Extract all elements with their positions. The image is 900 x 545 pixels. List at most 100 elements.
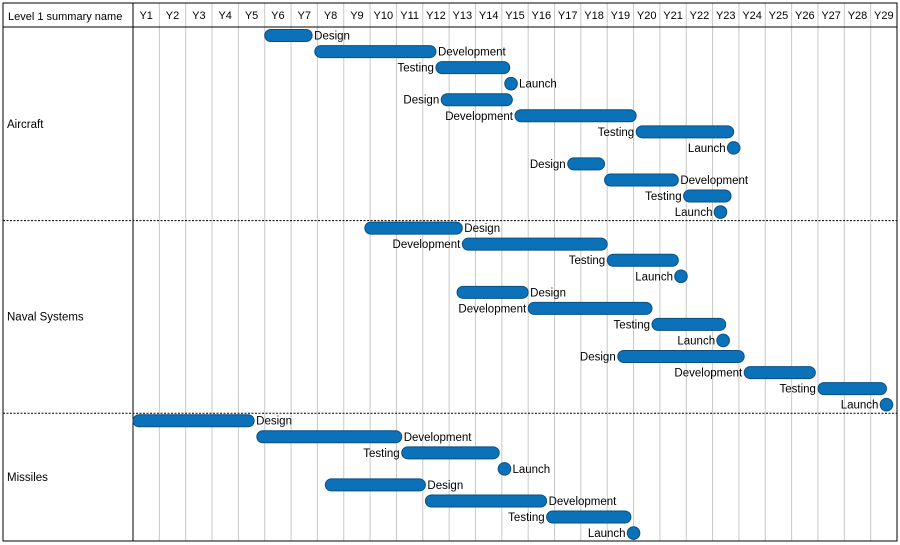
column-header-label: Y14 <box>479 10 499 22</box>
task-bar <box>514 109 637 123</box>
task-label: Development <box>549 496 618 508</box>
task-bar <box>606 253 679 267</box>
task-bar <box>435 61 511 75</box>
task-label: Testing <box>363 448 399 460</box>
task-label: Design <box>580 352 616 364</box>
task-label: Development <box>680 175 749 187</box>
task-label: Design <box>427 480 463 492</box>
milestone-marker <box>674 269 688 284</box>
column-header-label: Y29 <box>874 10 894 22</box>
task-label: Testing <box>508 512 544 524</box>
group-label: Naval Systems <box>7 311 84 323</box>
task-label: Design <box>314 31 350 43</box>
task-bar <box>264 29 313 43</box>
task-bar <box>527 301 653 315</box>
task-label: Launch <box>677 335 715 347</box>
task-bar <box>256 430 403 444</box>
task-label: Launch <box>841 400 879 412</box>
column-header-label: Y3 <box>192 10 205 22</box>
task-bars: DesignDevelopmentTestingLaunchDesignDeve… <box>132 29 894 540</box>
task-label: Launch <box>635 271 673 283</box>
column-header-label: Y2 <box>166 10 179 22</box>
task-bar <box>401 446 500 460</box>
task-label: Design <box>530 287 566 299</box>
task-label: Testing <box>569 255 605 267</box>
task-label: Launch <box>688 143 726 155</box>
column-header-label: Y24 <box>742 10 762 22</box>
column-header-label: Y18 <box>584 10 604 22</box>
column-header-label: Y21 <box>663 10 683 22</box>
task-bar <box>743 366 816 380</box>
task-bar <box>604 173 679 187</box>
task-bar <box>546 510 632 524</box>
milestone-marker <box>504 76 518 91</box>
column-header-label: Y17 <box>558 10 578 22</box>
column-header-label: Y27 <box>821 10 841 22</box>
milestone-marker <box>726 141 741 155</box>
task-label: Design <box>403 95 439 107</box>
milestone-marker <box>879 397 894 412</box>
group-label: Missiles <box>7 472 48 484</box>
task-label: Development <box>404 432 473 444</box>
column-header-label: Y4 <box>218 10 231 22</box>
column-header-label: Y11 <box>400 10 419 22</box>
task-label: Testing <box>780 384 816 396</box>
task-label: Development <box>393 239 462 251</box>
task-label: Development <box>674 368 743 380</box>
column-header-label: Y5 <box>245 10 258 22</box>
column-header-label: Y26 <box>795 10 815 22</box>
column-header-label: Y25 <box>769 10 789 22</box>
task-bar <box>132 414 255 428</box>
milestone-marker <box>497 462 512 476</box>
column-header-label: Y1 <box>139 10 152 22</box>
header-row: Level 1 summary name Y1 Y2 Y3 Y4 Y5 Y6 Y7 Y8 Y9 Y… <box>8 10 894 23</box>
column-header-label: Y12 <box>426 10 446 22</box>
task-label: Design <box>464 223 500 235</box>
task-label: Design <box>256 416 292 428</box>
task-label: Testing <box>598 127 634 139</box>
corner-header-label: Level 1 summary name <box>8 11 122 23</box>
milestone-marker <box>626 526 641 540</box>
column-header-label: Y15 <box>505 10 525 22</box>
task-bar <box>617 350 745 364</box>
task-bar <box>456 285 529 299</box>
column-header-label: Y13 <box>453 10 473 22</box>
task-label: Development <box>445 111 514 123</box>
column-header-label: Y23 <box>716 10 736 22</box>
task-bar <box>424 494 548 508</box>
task-label: Development <box>458 303 527 315</box>
task-label: Launch <box>512 464 550 476</box>
column-header-label: Y6 <box>271 10 284 22</box>
task-bar <box>683 189 732 203</box>
column-header-label: Y7 <box>298 10 311 22</box>
column-header-label: Y16 <box>532 10 552 22</box>
milestone-marker <box>716 333 730 348</box>
column-header-label: Y28 <box>848 10 868 22</box>
task-bar <box>635 125 735 139</box>
column-header-label: Y9 <box>350 10 363 22</box>
column-header-label: Y8 <box>324 10 337 22</box>
column-header-label: Y19 <box>611 10 631 22</box>
task-label: Launch <box>588 528 626 540</box>
milestone-marker <box>713 205 728 219</box>
task-bar <box>651 317 727 331</box>
task-label: Testing <box>398 63 434 75</box>
task-label: Development <box>438 47 507 59</box>
group-labels: Aircraft Naval Systems Missiles <box>7 119 84 484</box>
group-label: Aircraft <box>7 119 44 131</box>
task-label: Testing <box>614 319 650 331</box>
task-label: Launch <box>675 207 713 219</box>
task-bar <box>440 93 513 107</box>
task-bar <box>567 157 606 171</box>
task-bar <box>364 221 463 235</box>
task-label: Design <box>530 159 566 171</box>
task-bar <box>324 478 426 492</box>
column-header-label: Y22 <box>690 10 710 22</box>
column-header-label: Y10 <box>373 10 393 22</box>
task-label: Launch <box>519 79 557 91</box>
task-label: Testing <box>645 191 681 203</box>
task-bar <box>314 45 437 59</box>
